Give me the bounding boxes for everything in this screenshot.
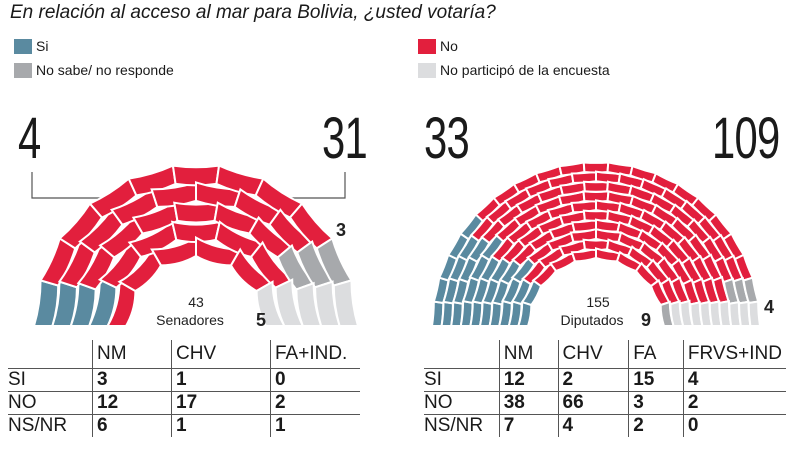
table-header-row: NM CHV FA FRVS+IND: [424, 340, 786, 369]
table-cell: 0: [270, 368, 360, 392]
table-cell: 66: [557, 391, 629, 415]
chamber-caption: Diputados: [560, 312, 623, 328]
column-header: FA: [628, 340, 684, 369]
column-header: FRVS+IND: [682, 340, 786, 369]
table-cell: 38: [498, 391, 559, 415]
column-header: CHV: [557, 340, 629, 369]
row-label: SI: [424, 368, 500, 392]
legend-item-si: Si: [14, 38, 48, 54]
table-cell: 1: [171, 414, 271, 437]
table-row: NS/NR 6 1 1: [8, 414, 360, 437]
table-row: NO 38 66 3 2: [424, 391, 786, 415]
table-cell: 2: [628, 414, 684, 437]
legend-label-no: No: [440, 38, 458, 54]
row-label: NS/NR: [8, 414, 93, 437]
chamber-hemicycle: [430, 161, 762, 327]
legend-swatch-no: [418, 38, 436, 54]
column-header: NM: [92, 340, 172, 369]
legend-swatch-si: [14, 38, 32, 54]
table-cell: 12: [92, 391, 172, 415]
senate-no-callout: 31: [322, 106, 368, 171]
table-cell: 2: [557, 368, 629, 392]
table-corner: [8, 340, 93, 369]
senate-seat-no-participo: [255, 280, 287, 327]
chamber-ns-nr-callout: 4: [764, 297, 774, 317]
table-corner: [424, 340, 499, 369]
senate-hemicycle: [32, 164, 360, 327]
row-label: NS/NR: [424, 414, 500, 437]
legend-item-ns-nr: No sabe/ no responde: [14, 62, 174, 78]
senate-si-callout: 4: [18, 106, 41, 171]
legend-label-no-participo: No participó de la encuesta: [440, 62, 610, 78]
table-row: SI 3 1 0: [8, 368, 360, 392]
row-label: NO: [424, 391, 500, 415]
table-cell: 3: [628, 391, 684, 415]
legend-item-no-participo: No participó de la encuesta: [418, 62, 610, 78]
table-cell: 7: [498, 414, 559, 437]
legend-swatch-ns-nr: [14, 62, 32, 78]
table-row: NS/NR 7 4 2 0: [424, 414, 786, 437]
table-cell: 3: [92, 368, 172, 392]
chamber-no-callout: 109: [712, 106, 780, 171]
table-cell: 1: [270, 414, 360, 437]
senate-table: NM CHV FA+IND. SI 3 1 0 NO 12 17 2 NS/NR…: [8, 340, 360, 437]
table-cell: 6: [92, 414, 172, 437]
chamber-seat-no-participo: [747, 300, 762, 327]
table-cell: 1: [171, 368, 271, 392]
column-header: CHV: [171, 340, 271, 369]
senate-no-participo-callout: 5: [256, 310, 266, 330]
table-cell: 2: [270, 391, 360, 415]
senate-seat-no-participo: [332, 279, 360, 327]
row-label: SI: [8, 368, 93, 392]
row-label: NO: [8, 391, 93, 415]
senate-ns-nr-callout: 3: [336, 220, 346, 240]
chamber-si-callout: 33: [424, 106, 470, 171]
chart-title: En relación al acceso al mar para Bolivi…: [10, 2, 496, 23]
senate-seat-no-participo: [274, 278, 305, 327]
table-row: SI 12 2 15 4: [424, 368, 786, 392]
table-row: NO 12 17 2: [8, 391, 360, 415]
legend-label-ns-nr: No sabe/ no responde: [36, 62, 174, 78]
table-cell: 4: [557, 414, 629, 437]
chamber-table: NM CHV FA FRVS+IND SI 12 2 15 4 NO 38 66…: [424, 340, 786, 437]
table-cell: 17: [171, 391, 271, 415]
chamber-total: 155: [586, 294, 610, 310]
table-header-row: NM CHV FA+IND.: [8, 340, 360, 369]
column-header: FA+IND.: [270, 340, 360, 369]
senate-total: 43: [188, 294, 204, 310]
chamber-no-participo-callout: 9: [641, 310, 651, 330]
column-header: NM: [498, 340, 559, 369]
table-cell: 2: [682, 391, 786, 415]
legend-item-no: No: [418, 38, 458, 54]
table-cell: 12: [498, 368, 559, 392]
table-cell: 4: [682, 368, 786, 392]
senate-caption: Senadores: [156, 312, 224, 328]
legend-label-si: Si: [36, 38, 49, 54]
table-cell: 0: [682, 414, 786, 437]
senate-si-bracket: [31, 172, 110, 199]
legend-swatch-no-participo: [418, 62, 436, 78]
table-cell: 15: [628, 368, 684, 392]
